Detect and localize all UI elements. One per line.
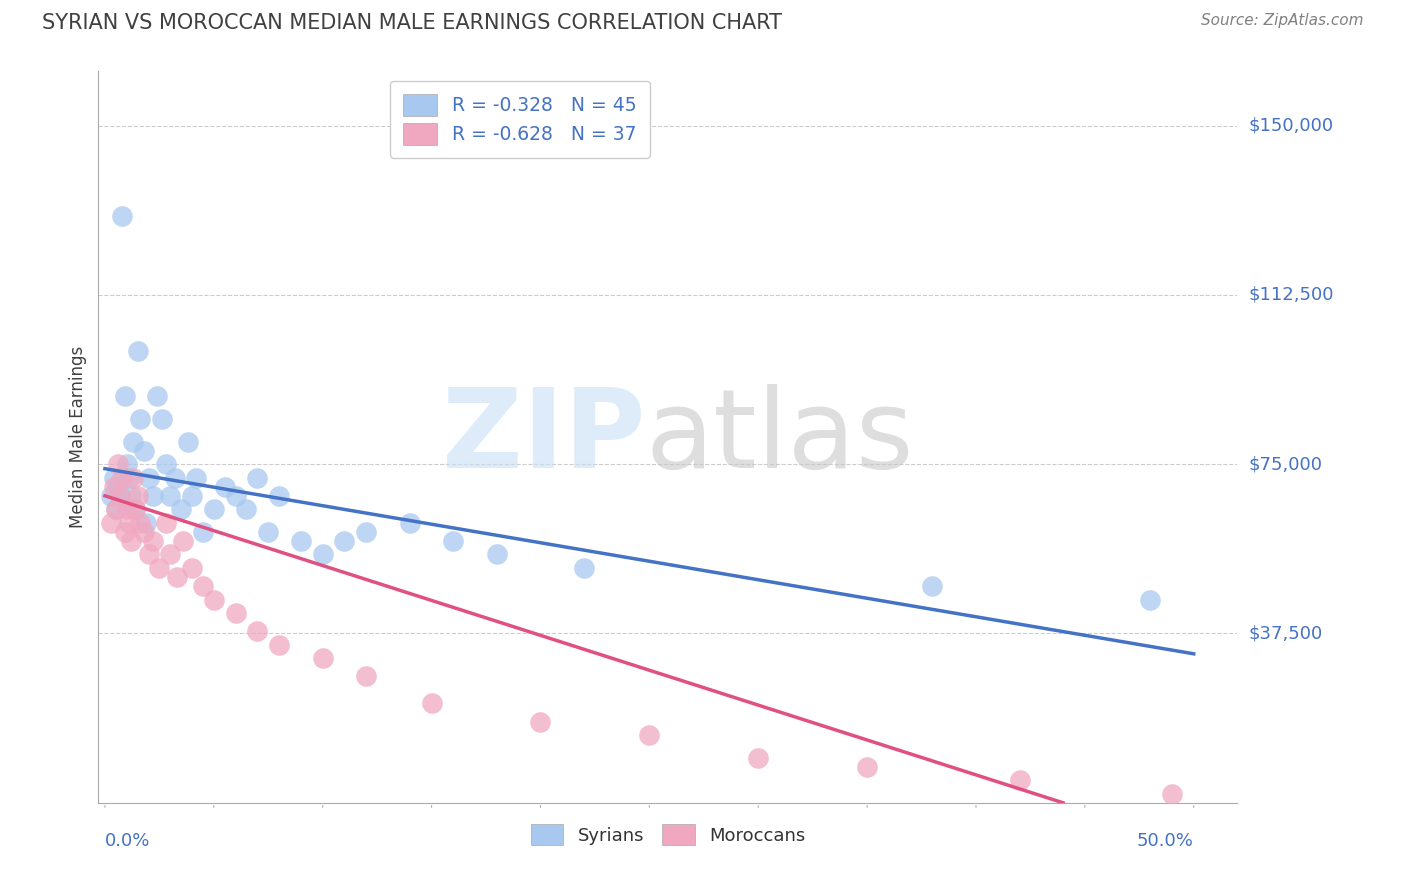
Point [176, 434, 198, 449]
Point [1139, 592, 1161, 607]
Point [134, 524, 156, 539]
Point [202, 592, 225, 607]
Point [150, 412, 173, 426]
Point [103, 480, 125, 494]
Point [155, 516, 177, 530]
Point [163, 471, 186, 485]
Text: $75,000: $75,000 [1249, 455, 1323, 473]
Y-axis label: Median Male Earnings: Median Male Earnings [69, 346, 87, 528]
Text: $112,500: $112,500 [1249, 285, 1334, 304]
Point [111, 209, 134, 223]
Point [124, 502, 146, 516]
Point [120, 533, 142, 548]
Point [124, 502, 146, 516]
Point [114, 389, 136, 403]
Point [235, 502, 257, 516]
Point [142, 533, 165, 548]
Point [312, 651, 335, 665]
Point [1161, 787, 1184, 801]
Point [107, 457, 129, 471]
Text: 50.0%: 50.0% [1137, 832, 1194, 850]
Point [191, 579, 214, 593]
Point [104, 502, 127, 516]
Point [128, 516, 150, 530]
Point [172, 533, 194, 548]
Point [134, 443, 156, 458]
Point [290, 533, 312, 548]
Point [122, 471, 145, 485]
Point [108, 489, 131, 503]
Point [104, 502, 127, 516]
Point [269, 638, 291, 652]
Point [181, 561, 204, 575]
Point [127, 489, 149, 503]
Point [155, 457, 177, 471]
Point [214, 480, 236, 494]
Legend: Syrians, Moroccans: Syrians, Moroccans [530, 824, 806, 845]
Point [108, 489, 131, 503]
Point [107, 480, 129, 494]
Point [420, 697, 443, 711]
Point [191, 524, 214, 539]
Point [186, 471, 208, 485]
Point [120, 489, 142, 503]
Point [354, 524, 377, 539]
Point [148, 561, 170, 575]
Text: Source: ZipAtlas.com: Source: ZipAtlas.com [1201, 13, 1364, 29]
Point [100, 489, 122, 503]
Point [225, 606, 247, 620]
Point [115, 457, 138, 471]
Point [312, 548, 335, 562]
Point [202, 502, 225, 516]
Point [1008, 773, 1031, 788]
Point [127, 344, 149, 359]
Text: ZIP: ZIP [441, 384, 645, 491]
Point [398, 516, 420, 530]
Point [122, 434, 145, 449]
Point [142, 489, 165, 503]
Text: $37,500: $37,500 [1249, 624, 1323, 642]
Point [485, 548, 508, 562]
Point [115, 502, 138, 516]
Point [118, 471, 141, 485]
Point [146, 389, 169, 403]
Point [246, 471, 269, 485]
Point [246, 624, 269, 639]
Point [111, 471, 134, 485]
Point [269, 489, 291, 503]
Point [135, 516, 157, 530]
Point [856, 760, 879, 774]
Text: 0.0%: 0.0% [105, 832, 150, 850]
Point [100, 516, 122, 530]
Point [333, 533, 356, 548]
Point [159, 548, 181, 562]
Point [181, 489, 204, 503]
Point [529, 714, 551, 729]
Point [225, 489, 247, 503]
Point [170, 502, 193, 516]
Text: SYRIAN VS MOROCCAN MEDIAN MALE EARNINGS CORRELATION CHART: SYRIAN VS MOROCCAN MEDIAN MALE EARNINGS … [42, 13, 782, 33]
Point [921, 579, 943, 593]
Point [572, 561, 595, 575]
Point [166, 570, 188, 584]
Point [118, 516, 141, 530]
Point [138, 548, 160, 562]
Point [103, 471, 125, 485]
Point [747, 750, 769, 764]
Point [638, 728, 661, 742]
Text: atlas: atlas [645, 384, 914, 491]
Point [138, 471, 160, 485]
Text: $150,000: $150,000 [1249, 117, 1333, 135]
Point [257, 524, 280, 539]
Point [354, 669, 377, 683]
Point [159, 489, 181, 503]
Point [128, 412, 150, 426]
Point [114, 524, 136, 539]
Point [441, 533, 464, 548]
